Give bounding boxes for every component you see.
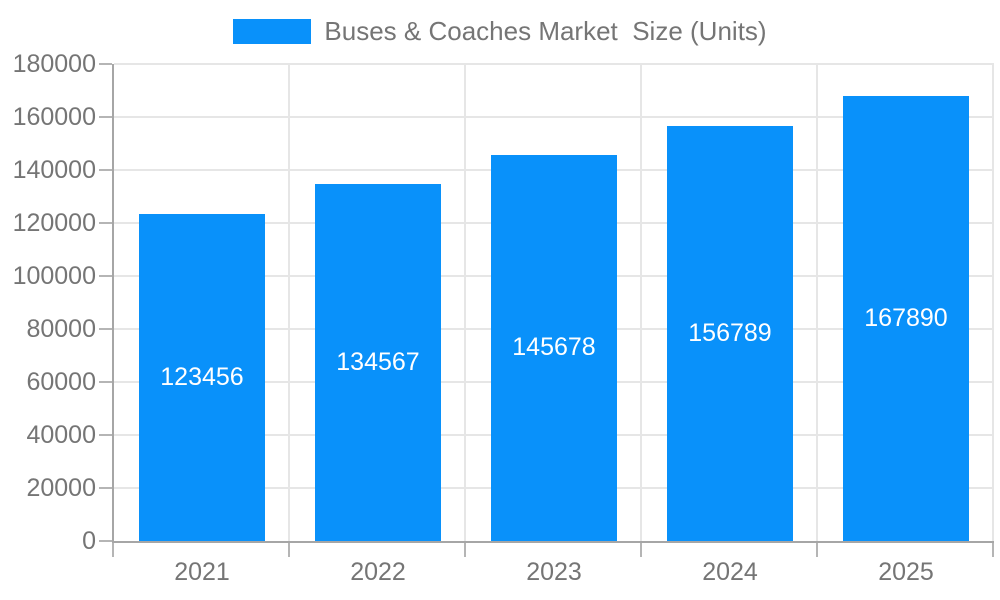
gridline bbox=[640, 64, 642, 541]
gridline bbox=[114, 116, 994, 118]
y-axis-tick-label: 160000 bbox=[12, 103, 96, 131]
y-axis-tick-mark bbox=[99, 381, 112, 383]
gridline bbox=[288, 64, 290, 541]
y-axis-tick-label: 140000 bbox=[12, 156, 96, 184]
y-axis-tick-label: 0 bbox=[82, 527, 96, 555]
x-axis-tick-mark bbox=[992, 543, 994, 557]
x-axis-label: 2025 bbox=[878, 558, 934, 586]
y-axis-tick-mark bbox=[99, 222, 112, 224]
bar-value-label: 156789 bbox=[688, 318, 772, 347]
y-axis-tick-label: 100000 bbox=[12, 262, 96, 290]
plot-area: 123456 134567 145678 156789 167890 bbox=[99, 63, 994, 557]
y-axis-tick-mark bbox=[99, 540, 112, 542]
y-axis-tick-mark bbox=[99, 63, 112, 65]
gridline bbox=[992, 64, 994, 541]
y-axis-tick-label: 180000 bbox=[12, 50, 96, 78]
y-axis-tick-label: 40000 bbox=[26, 421, 96, 449]
legend-label: Buses & Coaches Market Size (Units) bbox=[324, 16, 767, 46]
y-axis-tick-label: 20000 bbox=[26, 474, 96, 502]
bar[interactable]: 123456 bbox=[139, 213, 265, 541]
legend-swatch-icon bbox=[233, 19, 312, 44]
bar[interactable]: 156789 bbox=[667, 125, 793, 541]
x-axis-line bbox=[112, 541, 994, 543]
y-axis-tick-label: 120000 bbox=[12, 209, 96, 237]
y-axis-line bbox=[112, 64, 114, 541]
gridline bbox=[816, 64, 818, 541]
x-axis-label: 2023 bbox=[526, 558, 582, 586]
x-axis-tick-mark bbox=[112, 543, 114, 557]
y-axis-tick-label: 80000 bbox=[26, 315, 96, 343]
gridline bbox=[114, 63, 994, 65]
x-axis-label: 2021 bbox=[174, 558, 230, 586]
bar-value-label: 134567 bbox=[336, 348, 420, 377]
bar-value-label: 145678 bbox=[512, 333, 596, 362]
y-axis-tick-mark bbox=[99, 434, 112, 436]
x-axis-tick-mark bbox=[288, 543, 290, 557]
y-axis-tick-mark bbox=[99, 487, 112, 489]
bar[interactable]: 134567 bbox=[315, 184, 441, 541]
bar-value-label: 123456 bbox=[160, 362, 244, 391]
x-axis-label: 2024 bbox=[702, 558, 758, 586]
y-axis-tick-label: 60000 bbox=[26, 368, 96, 396]
gridline bbox=[464, 64, 466, 541]
y-axis-tick-mark bbox=[99, 328, 112, 330]
y-axis-tick-mark bbox=[99, 275, 112, 277]
y-axis-tick-mark bbox=[99, 169, 112, 171]
y-axis-tick-mark bbox=[99, 116, 112, 118]
x-axis-label: 2022 bbox=[350, 558, 406, 586]
legend[interactable]: Buses & Coaches Market Size (Units) bbox=[0, 16, 1000, 47]
x-axis-tick-mark bbox=[816, 543, 818, 557]
bar[interactable]: 145678 bbox=[491, 154, 617, 541]
bar[interactable]: 167890 bbox=[843, 96, 969, 541]
x-axis-tick-mark bbox=[464, 543, 466, 557]
bar-value-label: 167890 bbox=[864, 304, 948, 333]
x-axis-tick-mark bbox=[640, 543, 642, 557]
